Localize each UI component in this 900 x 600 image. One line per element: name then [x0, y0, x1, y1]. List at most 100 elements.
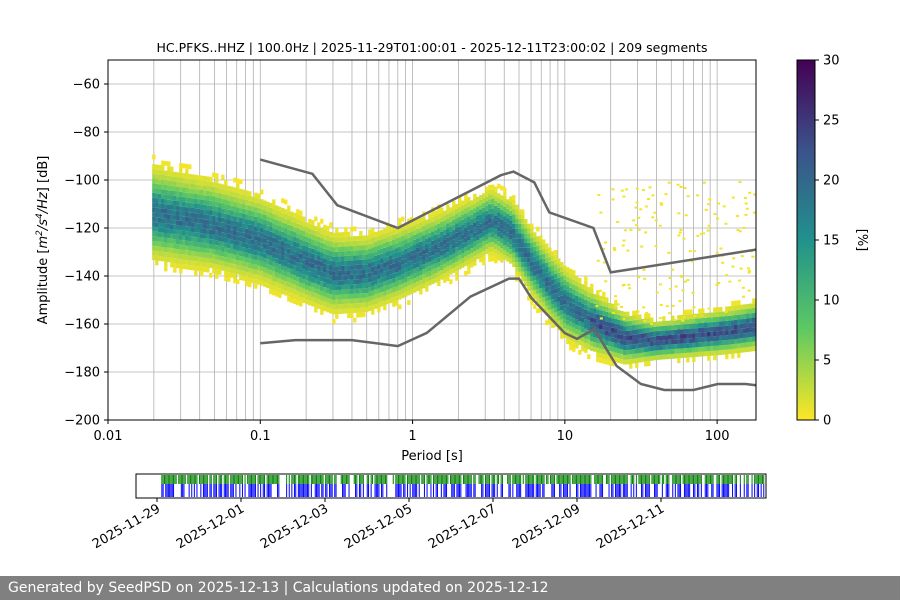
- heatmap-cell: [677, 348, 681, 354]
- heatmap-cell: [272, 213, 276, 219]
- heatmap-cell: [284, 252, 288, 258]
- heatmap-cell: [242, 237, 246, 243]
- timeline-data-mark: [348, 475, 350, 484]
- heatmap-cell: [215, 225, 219, 231]
- heatmap-cell: [236, 255, 240, 261]
- timeline-tick-label: 2025-12-07: [426, 501, 499, 552]
- heatmap-cell: [170, 243, 174, 249]
- timeline-data-mark: [717, 475, 719, 484]
- timeline-data-mark: [442, 475, 444, 484]
- heatmap-cell: [473, 256, 477, 261]
- heatmap-cell: [637, 228, 641, 231]
- timeline-data-mark: [209, 475, 211, 484]
- heatmap-cell: [329, 251, 333, 256]
- heatmap-cell: [239, 188, 243, 194]
- timeline-psd-mark: [527, 484, 529, 497]
- heatmap-cell: [485, 191, 489, 197]
- heatmap-cell: [248, 263, 252, 268]
- heatmap-cell: [560, 334, 564, 339]
- heatmap-cell: [191, 179, 195, 184]
- heatmap-cell: [539, 264, 543, 270]
- timeline-psd-mark: [170, 484, 172, 497]
- heatmap-cell: [224, 199, 228, 205]
- heatmap-cell: [257, 212, 261, 218]
- heatmap-cell: [413, 278, 417, 283]
- heatmap-cell: [248, 243, 252, 249]
- timeline-data-mark: [694, 475, 696, 484]
- timeline-psd-mark: [646, 484, 648, 497]
- heatmap-cell: [557, 272, 561, 278]
- heatmap-cell: [212, 258, 216, 264]
- heatmap-cell: [311, 258, 315, 264]
- heatmap-cell: [584, 290, 588, 296]
- heatmap-cell: [182, 216, 186, 222]
- timeline-psd-mark: [452, 484, 454, 497]
- heatmap-cell: [743, 309, 747, 314]
- heatmap-cell: [722, 330, 726, 336]
- heatmap-cell: [515, 209, 519, 215]
- heatmap-cell: [281, 260, 285, 266]
- heatmap-cell: [647, 332, 651, 338]
- heatmap-cell: [224, 228, 228, 234]
- heatmap-cell: [536, 260, 540, 266]
- heatmap-cell: [188, 265, 192, 270]
- heatmap-cell: [569, 311, 573, 317]
- heatmap-cell: [338, 237, 342, 242]
- heatmap-cell: [353, 288, 357, 294]
- heatmap-cell: [647, 337, 651, 343]
- heatmap-cell: [476, 220, 480, 226]
- heatmap-cell: [179, 239, 183, 245]
- heatmap-cell: [545, 286, 549, 292]
- timeline-data-mark: [301, 475, 303, 484]
- timeline-psd-mark: [542, 484, 544, 497]
- heatmap-cell: [725, 274, 729, 277]
- timeline-data-mark: [729, 475, 731, 484]
- timeline-data-mark: [460, 475, 462, 484]
- heatmap-cell: [590, 322, 594, 327]
- heatmap-cell: [653, 321, 657, 327]
- timeline-psd-mark: [482, 484, 484, 497]
- timeline-data-mark: [286, 475, 288, 484]
- heatmap-cell: [185, 245, 189, 251]
- heatmap-cell: [413, 234, 417, 240]
- heatmap-cell: [215, 273, 219, 279]
- heatmap-cell: [218, 260, 222, 266]
- heatmap-cell: [401, 278, 405, 284]
- timeline-data-mark: [587, 475, 589, 484]
- heatmap-cell: [269, 231, 273, 237]
- heatmap-cell: [386, 256, 390, 262]
- heatmap-cell: [662, 325, 666, 331]
- heatmap-cell: [275, 210, 279, 216]
- heatmap-cell: [431, 245, 435, 251]
- heatmap-cell: [644, 352, 648, 357]
- heatmap-cell: [260, 223, 264, 229]
- timeline-data-mark: [758, 475, 760, 484]
- heatmap-cell: [446, 237, 450, 243]
- heatmap-cell: [434, 215, 438, 221]
- heatmap-cell: [545, 267, 549, 273]
- heatmap-cell: [665, 349, 669, 355]
- timeline-psd-mark: [717, 484, 719, 497]
- heatmap-cell: [689, 309, 693, 315]
- heatmap-cell: [401, 235, 405, 241]
- heatmap-cell: [647, 351, 651, 357]
- heatmap-cell: [563, 304, 567, 309]
- heatmap-cell: [419, 265, 423, 271]
- heatmap-cell: [578, 292, 582, 298]
- heatmap-cell: [368, 272, 372, 278]
- heatmap-cell: [686, 324, 690, 329]
- heatmap-cell: [263, 272, 267, 278]
- heatmap-cell: [302, 269, 306, 275]
- heatmap-cell: [581, 336, 585, 342]
- heatmap-cell: [158, 179, 162, 185]
- timeline-psd-mark: [226, 484, 228, 497]
- heatmap-cell: [305, 275, 309, 281]
- heatmap-cell: [635, 363, 639, 368]
- heatmap-cell: [335, 275, 339, 281]
- heatmap-cell: [203, 257, 207, 263]
- heatmap-cell: [164, 228, 168, 234]
- heatmap-cell: [269, 274, 273, 280]
- heatmap-cell: [410, 236, 414, 242]
- heatmap-cell: [674, 329, 678, 335]
- heatmap-cell: [563, 332, 567, 338]
